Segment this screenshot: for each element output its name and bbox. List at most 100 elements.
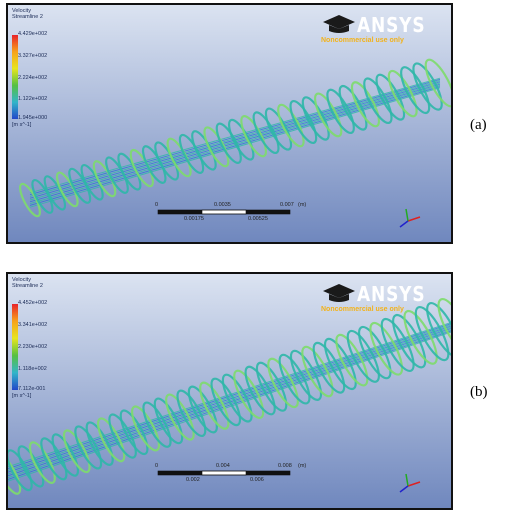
helix-loop: [267, 357, 299, 409]
helix-loop: [414, 305, 450, 362]
scale-label: 0.00525: [248, 216, 268, 222]
helix-loop: [131, 405, 161, 452]
helix-loop: [392, 313, 427, 369]
axis-triad-icon: [399, 208, 421, 228]
helix-loop: [375, 73, 406, 121]
helix-loop: [28, 441, 56, 484]
panel-caption: (b): [470, 384, 488, 400]
scale-label: 0.004: [216, 463, 230, 469]
noncommercial-note: Noncommercial use only: [321, 37, 404, 44]
scale-label: 0: [155, 202, 159, 208]
legend-value: 3.327e+002: [18, 53, 48, 59]
helix-loop: [380, 317, 415, 373]
logo-wordmark: ANSYS: [357, 282, 426, 306]
legend-value: 4.429e+002: [18, 31, 48, 37]
color-legend-bar: [12, 35, 18, 119]
helix-loop: [17, 445, 45, 488]
helix-loop: [369, 321, 404, 376]
legend-title: Velocity Streamline 2: [12, 277, 43, 289]
helix-loop: [227, 118, 255, 161]
legend-unit: [m s^-1]: [12, 122, 32, 128]
helix-loop: [199, 381, 230, 430]
streamline-render-b: [8, 274, 451, 508]
scale-bar: [157, 209, 291, 215]
color-legend-bar: [12, 304, 18, 390]
helix-loop: [312, 341, 346, 394]
helix-loop: [335, 333, 369, 387]
helix-loop: [412, 62, 443, 111]
helix-loop: [153, 397, 184, 445]
helix-loop: [437, 298, 451, 354]
helix-loop: [326, 88, 355, 135]
helix-loop: [210, 377, 242, 427]
helix-loop: [187, 385, 218, 434]
helix-loop: [301, 96, 330, 141]
ansys-logo: ANSYS Noncommercial use only: [321, 13, 441, 47]
legend-value: 3.341e+002: [18, 322, 48, 328]
scale-label: 0.008: [278, 463, 292, 469]
helix-loop: [240, 115, 267, 158]
helix-loop: [346, 329, 380, 383]
streamline-render-a: [8, 5, 451, 242]
helix-loop: [221, 373, 253, 423]
helix-loop: [323, 337, 357, 391]
helix-loop: [142, 401, 172, 448]
core-streamline: [8, 326, 451, 475]
helix-loop: [301, 345, 334, 398]
graduation-cap-icon: [323, 15, 355, 33]
legend-value: 4.452e+002: [18, 300, 48, 306]
helix-loop: [8, 449, 33, 492]
helix-loop: [119, 409, 149, 456]
legend-value: 7.112e-001: [18, 386, 46, 392]
helix-loop: [289, 100, 318, 144]
helix-loop: [74, 425, 103, 470]
helix-loop: [203, 126, 230, 168]
helix-loop: [264, 107, 293, 151]
helix-loop: [338, 84, 368, 131]
legend-value: 2.224e+002: [18, 75, 48, 81]
logo-wordmark: ANSYS: [357, 13, 426, 37]
axis-triad-icon: [399, 473, 421, 493]
helix-loop: [363, 77, 393, 125]
scale-label: 0.00175: [184, 216, 204, 222]
scale-unit: (m): [298, 202, 307, 208]
helix-loop: [62, 429, 91, 474]
helix-loop: [387, 69, 418, 118]
scale-label: 0.0035: [214, 202, 231, 208]
helix-loop: [277, 103, 305, 148]
scale-label: 0.002: [186, 477, 200, 483]
scale-label: 0.006: [250, 477, 264, 483]
helix-loop: [314, 92, 343, 138]
legend-value: 1.118e+002: [18, 366, 47, 372]
legend-value: 2.230e+002: [18, 344, 48, 350]
scale-unit: (m): [298, 463, 307, 469]
helical-streamlines: [19, 58, 451, 218]
ansys-logo: ANSYS Noncommercial use only: [321, 282, 441, 316]
legend-value: 1.945e+000: [18, 115, 48, 121]
helix-loop: [278, 353, 311, 405]
graduation-cap-icon: [323, 284, 355, 302]
noncommercial-note: Noncommercial use only: [321, 306, 404, 313]
scale-label: 0: [155, 463, 159, 469]
helix-loop: [426, 302, 451, 358]
helix-loop: [350, 81, 381, 128]
helix-loop: [40, 437, 68, 481]
helix-loop: [400, 66, 431, 115]
helix-loop: [85, 421, 114, 466]
helix-loop: [51, 433, 80, 477]
scale-bar: [157, 470, 291, 476]
helix-loop: [96, 417, 126, 463]
helix-loop: [252, 111, 280, 154]
helix-loop: [255, 361, 288, 412]
simulation-panel-b: Velocity Streamline 2 4.452e+002 3.341e+…: [6, 272, 453, 510]
helix-loop: [215, 122, 242, 164]
helix-loop: [358, 325, 392, 380]
legend-value: 1.122e+002: [18, 96, 48, 102]
helix-loop: [244, 365, 276, 416]
legend-unit: [m s^-1]: [12, 393, 32, 399]
helix-loop: [424, 58, 451, 108]
helix-loop: [233, 369, 265, 419]
scale-label: 0.007: [280, 202, 294, 208]
helical-streamlines: [8, 298, 451, 495]
helix-loop: [403, 309, 438, 365]
